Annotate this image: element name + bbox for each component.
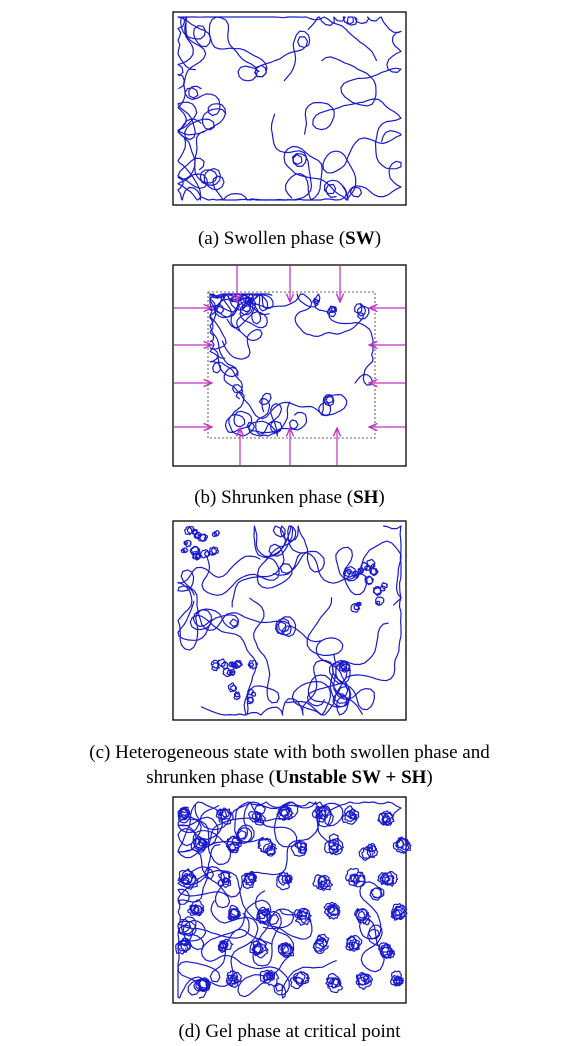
caption-d: (d) Gel phase at critical point: [178, 1021, 401, 1042]
figure: (a) Swollen phase (SW) (b) Shrunken phas…: [0, 0, 579, 1046]
caption-text: ): [375, 228, 381, 249]
caption-text: ): [426, 767, 432, 788]
caption-bold: Unstable SW + SH: [275, 767, 427, 788]
caption-bold: SH: [353, 487, 379, 508]
caption-text: (d) Gel phase at critical point: [178, 1021, 401, 1042]
caption-text: (b) Shrunken phase (: [194, 487, 353, 508]
caption-a: (a) Swollen phase (SW): [198, 228, 381, 249]
caption-bold: SW: [345, 228, 375, 249]
caption-c-line1: (c) Heterogeneous state with both swolle…: [89, 742, 490, 763]
caption-c-line2: shrunken phase (Unstable SW + SH): [146, 767, 433, 788]
caption-text: (a) Swollen phase (: [198, 228, 345, 249]
caption-text: (c) Heterogeneous state with both swolle…: [89, 742, 490, 763]
caption-text: shrunken phase (: [146, 767, 275, 788]
caption-text: ): [378, 487, 384, 508]
caption-b: (b) Shrunken phase (SH): [194, 487, 385, 508]
